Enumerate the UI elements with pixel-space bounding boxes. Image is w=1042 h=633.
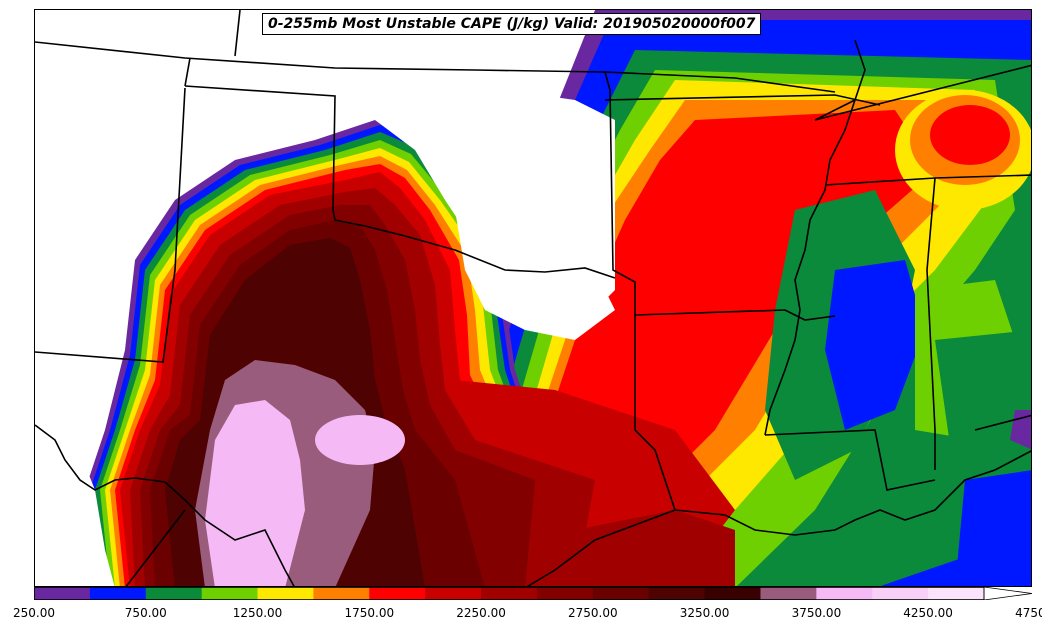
cape-field bbox=[35, 10, 1031, 586]
colorbar-segment bbox=[201, 587, 259, 600]
boundary-line bbox=[974, 414, 1031, 431]
colorbar-segment bbox=[257, 587, 314, 600]
boundary-line bbox=[634, 309, 836, 321]
colorbar-outline bbox=[34, 587, 985, 600]
boundary-line bbox=[234, 10, 241, 57]
colorbar-segment bbox=[872, 587, 929, 600]
map-title: 0-255mb Most Unstable CAPE (J/kg) Valid:… bbox=[262, 13, 762, 35]
colorbar-tick-label: 3250.00 bbox=[679, 606, 730, 620]
colorbar-segment bbox=[481, 587, 538, 600]
colorbar-tick-label: 3750.00 bbox=[791, 606, 842, 620]
boundary-line bbox=[604, 71, 636, 430]
boundary-line bbox=[926, 177, 936, 470]
cape-band-green-se bbox=[935, 330, 1031, 480]
colorbar-tick-label: 250.00 bbox=[13, 606, 55, 620]
colorbar-segment bbox=[145, 587, 203, 600]
no-cape-region-north-edge bbox=[35, 10, 595, 480]
colorbar-tick-label: 750.00 bbox=[124, 606, 167, 620]
boundary-line bbox=[604, 94, 881, 106]
river-line bbox=[764, 39, 866, 436]
colorbar-tick-label: 1750.00 bbox=[344, 606, 395, 620]
cape-region-west-pink bbox=[205, 400, 305, 586]
boundary-line bbox=[674, 450, 1031, 536]
boundary-lines bbox=[35, 10, 1031, 586]
colorbar-segment bbox=[928, 587, 985, 600]
cape-band-blue-se bbox=[955, 470, 1031, 586]
boundary-line bbox=[184, 85, 336, 211]
colorbar-segment bbox=[34, 587, 91, 600]
no-cape-region-ok bbox=[455, 210, 615, 340]
boundary-line bbox=[814, 99, 856, 121]
cape-blob-pink-east bbox=[315, 415, 405, 465]
colorbar-extend-max bbox=[983, 587, 1032, 600]
boundary-line bbox=[35, 424, 295, 586]
colorbar-segment bbox=[369, 587, 426, 600]
cape-band-blue bbox=[825, 260, 925, 430]
colorbar-segment bbox=[592, 587, 650, 600]
colorbar-segment bbox=[648, 587, 706, 600]
colorbar-tick-label: 2750.00 bbox=[567, 606, 618, 620]
boundary-line bbox=[35, 41, 836, 93]
colorbar-tick-label: 2250.00 bbox=[456, 606, 506, 620]
colorbar bbox=[34, 587, 1032, 600]
colorbar-segment bbox=[425, 587, 482, 600]
boundary-line bbox=[332, 209, 616, 279]
colorbar-segment bbox=[760, 587, 817, 600]
colorbar-segment bbox=[704, 587, 761, 600]
colorbar-tick-label: 4750.00 bbox=[1015, 606, 1042, 620]
boundary-line bbox=[125, 509, 186, 586]
colorbar-tick-label: 4250.00 bbox=[903, 606, 953, 620]
no-cape-region-sw bbox=[35, 440, 115, 586]
colorbar-tick-label: 1250.00 bbox=[232, 606, 283, 620]
colorbar-segment bbox=[89, 587, 147, 600]
colorbar-segment bbox=[313, 587, 370, 600]
colorbar-segment bbox=[816, 587, 873, 600]
boundary-line bbox=[526, 429, 677, 586]
boundary-line bbox=[184, 57, 191, 87]
boundary-line bbox=[35, 87, 186, 363]
colorbar-segment bbox=[536, 587, 594, 600]
boundary-line bbox=[764, 429, 936, 491]
cape-blob-ne-red bbox=[930, 105, 1010, 165]
cape-region-gulf-dark bbox=[555, 510, 735, 586]
cape-map bbox=[34, 9, 1032, 587]
